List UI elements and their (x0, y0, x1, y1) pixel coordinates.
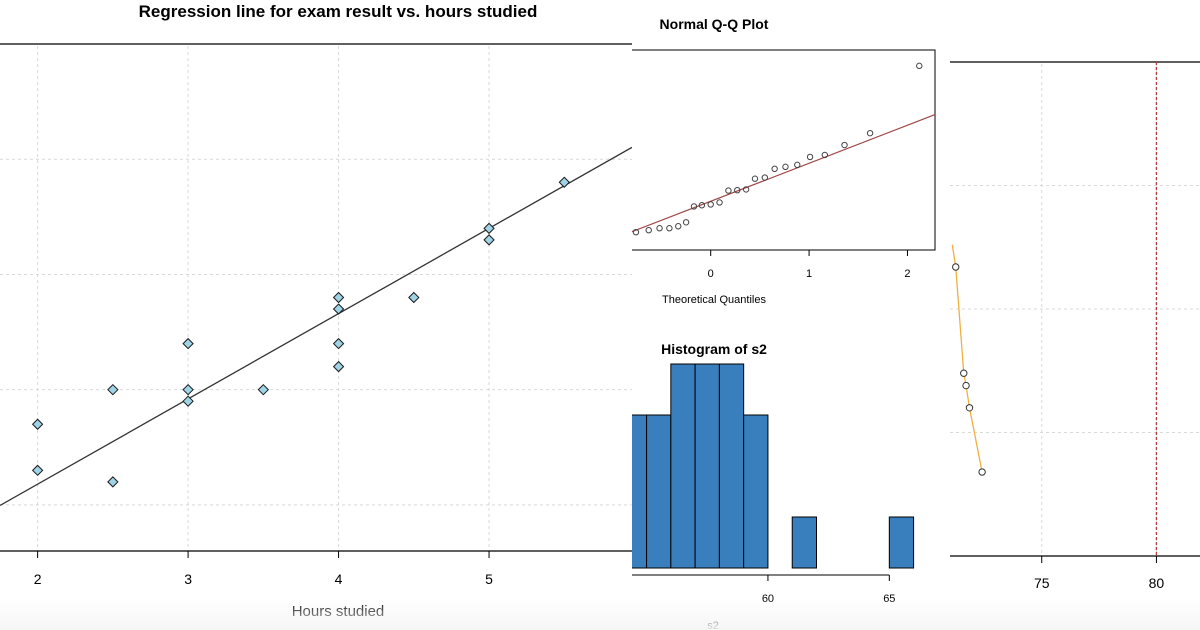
data-point (682, 219, 690, 226)
data-point (965, 404, 974, 412)
data-point (716, 199, 723, 206)
histogram-chart: Histogram of s2 60 65 s2 (632, 318, 950, 630)
data-point (841, 141, 848, 149)
tick-label: 4 (335, 571, 343, 587)
grid (0, 46, 632, 549)
histogram-bar (743, 414, 769, 569)
right-chart: 75 80 (950, 0, 1200, 630)
histogram-bar (632, 414, 648, 569)
histogram-bar (646, 414, 672, 569)
grid (950, 64, 1200, 554)
data-point (182, 383, 194, 396)
x-axis-label: Hours studied (292, 603, 385, 620)
data-point (978, 468, 986, 476)
tick-label: 5 (485, 571, 493, 587)
regression-svg: Regression line for exam result vs. hour… (0, 2, 632, 620)
data-point (408, 291, 420, 304)
tick-label: 2 (904, 268, 910, 280)
qq-chart: Normal Q-Q Plot 0 1 2 Theoretical Quantile… (632, 0, 950, 318)
data-point (782, 163, 789, 171)
data-point (690, 203, 698, 210)
data-point (257, 383, 270, 396)
data-point (962, 381, 970, 390)
data-point (751, 175, 759, 182)
chart-title: Regression line for exam result vs. hour… (139, 2, 538, 21)
data-point (806, 153, 814, 161)
data-points (952, 263, 986, 476)
data-point (952, 263, 960, 271)
data-point (675, 223, 682, 230)
chart-title: Normal Q-Q Plot (660, 16, 769, 32)
data-point (182, 337, 194, 350)
x-axis-label: s2 (707, 620, 719, 630)
data-point (483, 234, 495, 246)
data-point (866, 129, 874, 137)
right-svg: 75 80 (950, 61, 1200, 591)
data-point (332, 360, 345, 373)
plot-frame (632, 49, 936, 251)
regression-chart: Regression line for exam result vs. hour… (0, 2, 632, 620)
tick-label: 1 (806, 268, 812, 280)
regression-line (0, 146, 632, 507)
x-axis-ticks: 0 1 2 (708, 250, 911, 280)
x-axis-label: Theoretical Quantiles (662, 294, 766, 306)
histogram-bar (694, 363, 720, 569)
data-point (742, 186, 750, 193)
data-point (666, 225, 673, 232)
data-point (107, 476, 119, 488)
data-point (725, 187, 732, 194)
x-axis-ticks: 75 80 (1034, 556, 1164, 591)
tick-label: 2 (34, 571, 42, 587)
data-point (734, 186, 741, 194)
x-axis-ticks: 60 65 (762, 575, 895, 605)
data-point (761, 174, 769, 181)
tick-label: 0 (708, 268, 714, 280)
data-points (31, 176, 570, 488)
data-point (31, 418, 44, 430)
series-line (951, 244, 983, 473)
data-point (332, 337, 345, 350)
data-point (960, 369, 968, 377)
data-point (707, 201, 714, 208)
tick-label: 75 (1034, 575, 1050, 591)
reference-line (632, 114, 936, 233)
data-point (771, 165, 778, 173)
data-point (332, 303, 345, 315)
data-point (645, 226, 652, 234)
data-point (698, 202, 706, 209)
data-point (558, 176, 570, 188)
data-point (182, 395, 194, 407)
histogram-svg: Histogram of s2 60 65 s2 (632, 341, 915, 630)
chart-title: Histogram of s2 (661, 341, 767, 357)
data-point (916, 62, 923, 70)
histogram-bars (632, 363, 915, 569)
data-point (31, 464, 44, 477)
histogram-bar (670, 363, 696, 569)
data-point (483, 222, 495, 235)
data-point (794, 161, 801, 169)
tick-label: 65 (883, 593, 895, 605)
tick-label: 60 (762, 593, 774, 605)
histogram-bar (718, 363, 745, 569)
data-point (632, 228, 640, 236)
histogram-bar (888, 516, 915, 569)
data-point (656, 225, 663, 232)
histogram-bar (791, 516, 817, 569)
x-axis-ticks: 2 3 4 5 (34, 551, 493, 587)
qq-svg: Normal Q-Q Plot 0 1 2 Theoretical Quantile… (632, 16, 936, 306)
data-point (332, 291, 345, 304)
data-point (107, 383, 119, 396)
tick-label: 80 (1149, 575, 1165, 591)
data-points (632, 62, 923, 236)
data-point (821, 151, 829, 159)
tick-label: 3 (184, 571, 192, 587)
